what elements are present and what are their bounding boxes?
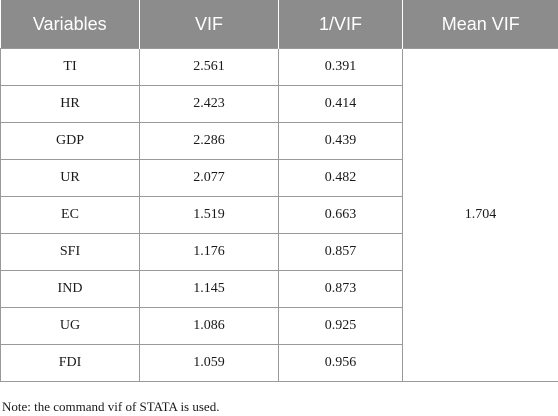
table-row: UG 1.086 0.925 <box>0 307 558 345</box>
header-variables: Variables <box>0 0 140 49</box>
vif-cell: 2.077 <box>139 159 279 197</box>
table-row: EC 1.519 0.663 <box>0 196 558 234</box>
header-inverse-vif: 1/VIF <box>278 0 403 49</box>
vif-cell: 1.086 <box>139 307 279 345</box>
vif-table: Variables VIF 1/VIF Mean VIF TI 2.561 0.… <box>0 0 558 382</box>
vif-cell: 2.561 <box>139 48 279 86</box>
variable-cell: UR <box>0 159 140 197</box>
vif-cell: 2.286 <box>139 122 279 160</box>
table-row: SFI 1.176 0.857 <box>0 233 558 271</box>
vif-cell: 2.423 <box>139 85 279 123</box>
variable-cell: IND <box>0 270 140 308</box>
inverse-vif-cell: 0.925 <box>278 307 403 345</box>
table-row: FDI 1.059 0.956 <box>0 344 558 382</box>
variable-cell: FDI <box>0 344 140 382</box>
vif-cell: 1.519 <box>139 196 279 234</box>
inverse-vif-cell: 0.391 <box>278 48 403 86</box>
variable-cell: EC <box>0 196 140 234</box>
inverse-vif-cell: 0.663 <box>278 196 403 234</box>
inverse-vif-cell: 0.857 <box>278 233 403 271</box>
table-row: UR 2.077 0.482 <box>0 159 558 197</box>
table-row: IND 1.145 0.873 <box>0 270 558 308</box>
table-row: GDP 2.286 0.439 <box>0 122 558 160</box>
inverse-vif-cell: 0.873 <box>278 270 403 308</box>
variable-cell: GDP <box>0 122 140 160</box>
inverse-vif-cell: 0.414 <box>278 85 403 123</box>
inverse-vif-cell: 0.439 <box>278 122 403 160</box>
header-vif: VIF <box>139 0 279 49</box>
variable-cell: SFI <box>0 233 140 271</box>
header-row: Variables VIF 1/VIF Mean VIF <box>0 0 558 49</box>
table-body: TI 2.561 0.391 1.704 HR 2.423 0.414 GDP … <box>0 48 558 382</box>
variable-cell: UG <box>0 307 140 345</box>
vif-cell: 1.176 <box>139 233 279 271</box>
table-row: HR 2.423 0.414 <box>0 85 558 123</box>
table-note: Note: the command vif of STATA is used. <box>2 399 220 414</box>
vif-cell: 1.059 <box>139 344 279 382</box>
table-row: TI 2.561 0.391 1.704 <box>0 48 558 382</box>
variable-cell: TI <box>0 48 140 86</box>
mean-vif-cell: 1.704 <box>402 48 558 382</box>
table-header: Variables VIF 1/VIF Mean VIF <box>0 0 558 49</box>
inverse-vif-cell: 0.482 <box>278 159 403 197</box>
inverse-vif-cell: 0.956 <box>278 344 403 382</box>
variable-cell: HR <box>0 85 140 123</box>
header-mean-vif: Mean VIF <box>402 0 558 49</box>
vif-cell: 1.145 <box>139 270 279 308</box>
